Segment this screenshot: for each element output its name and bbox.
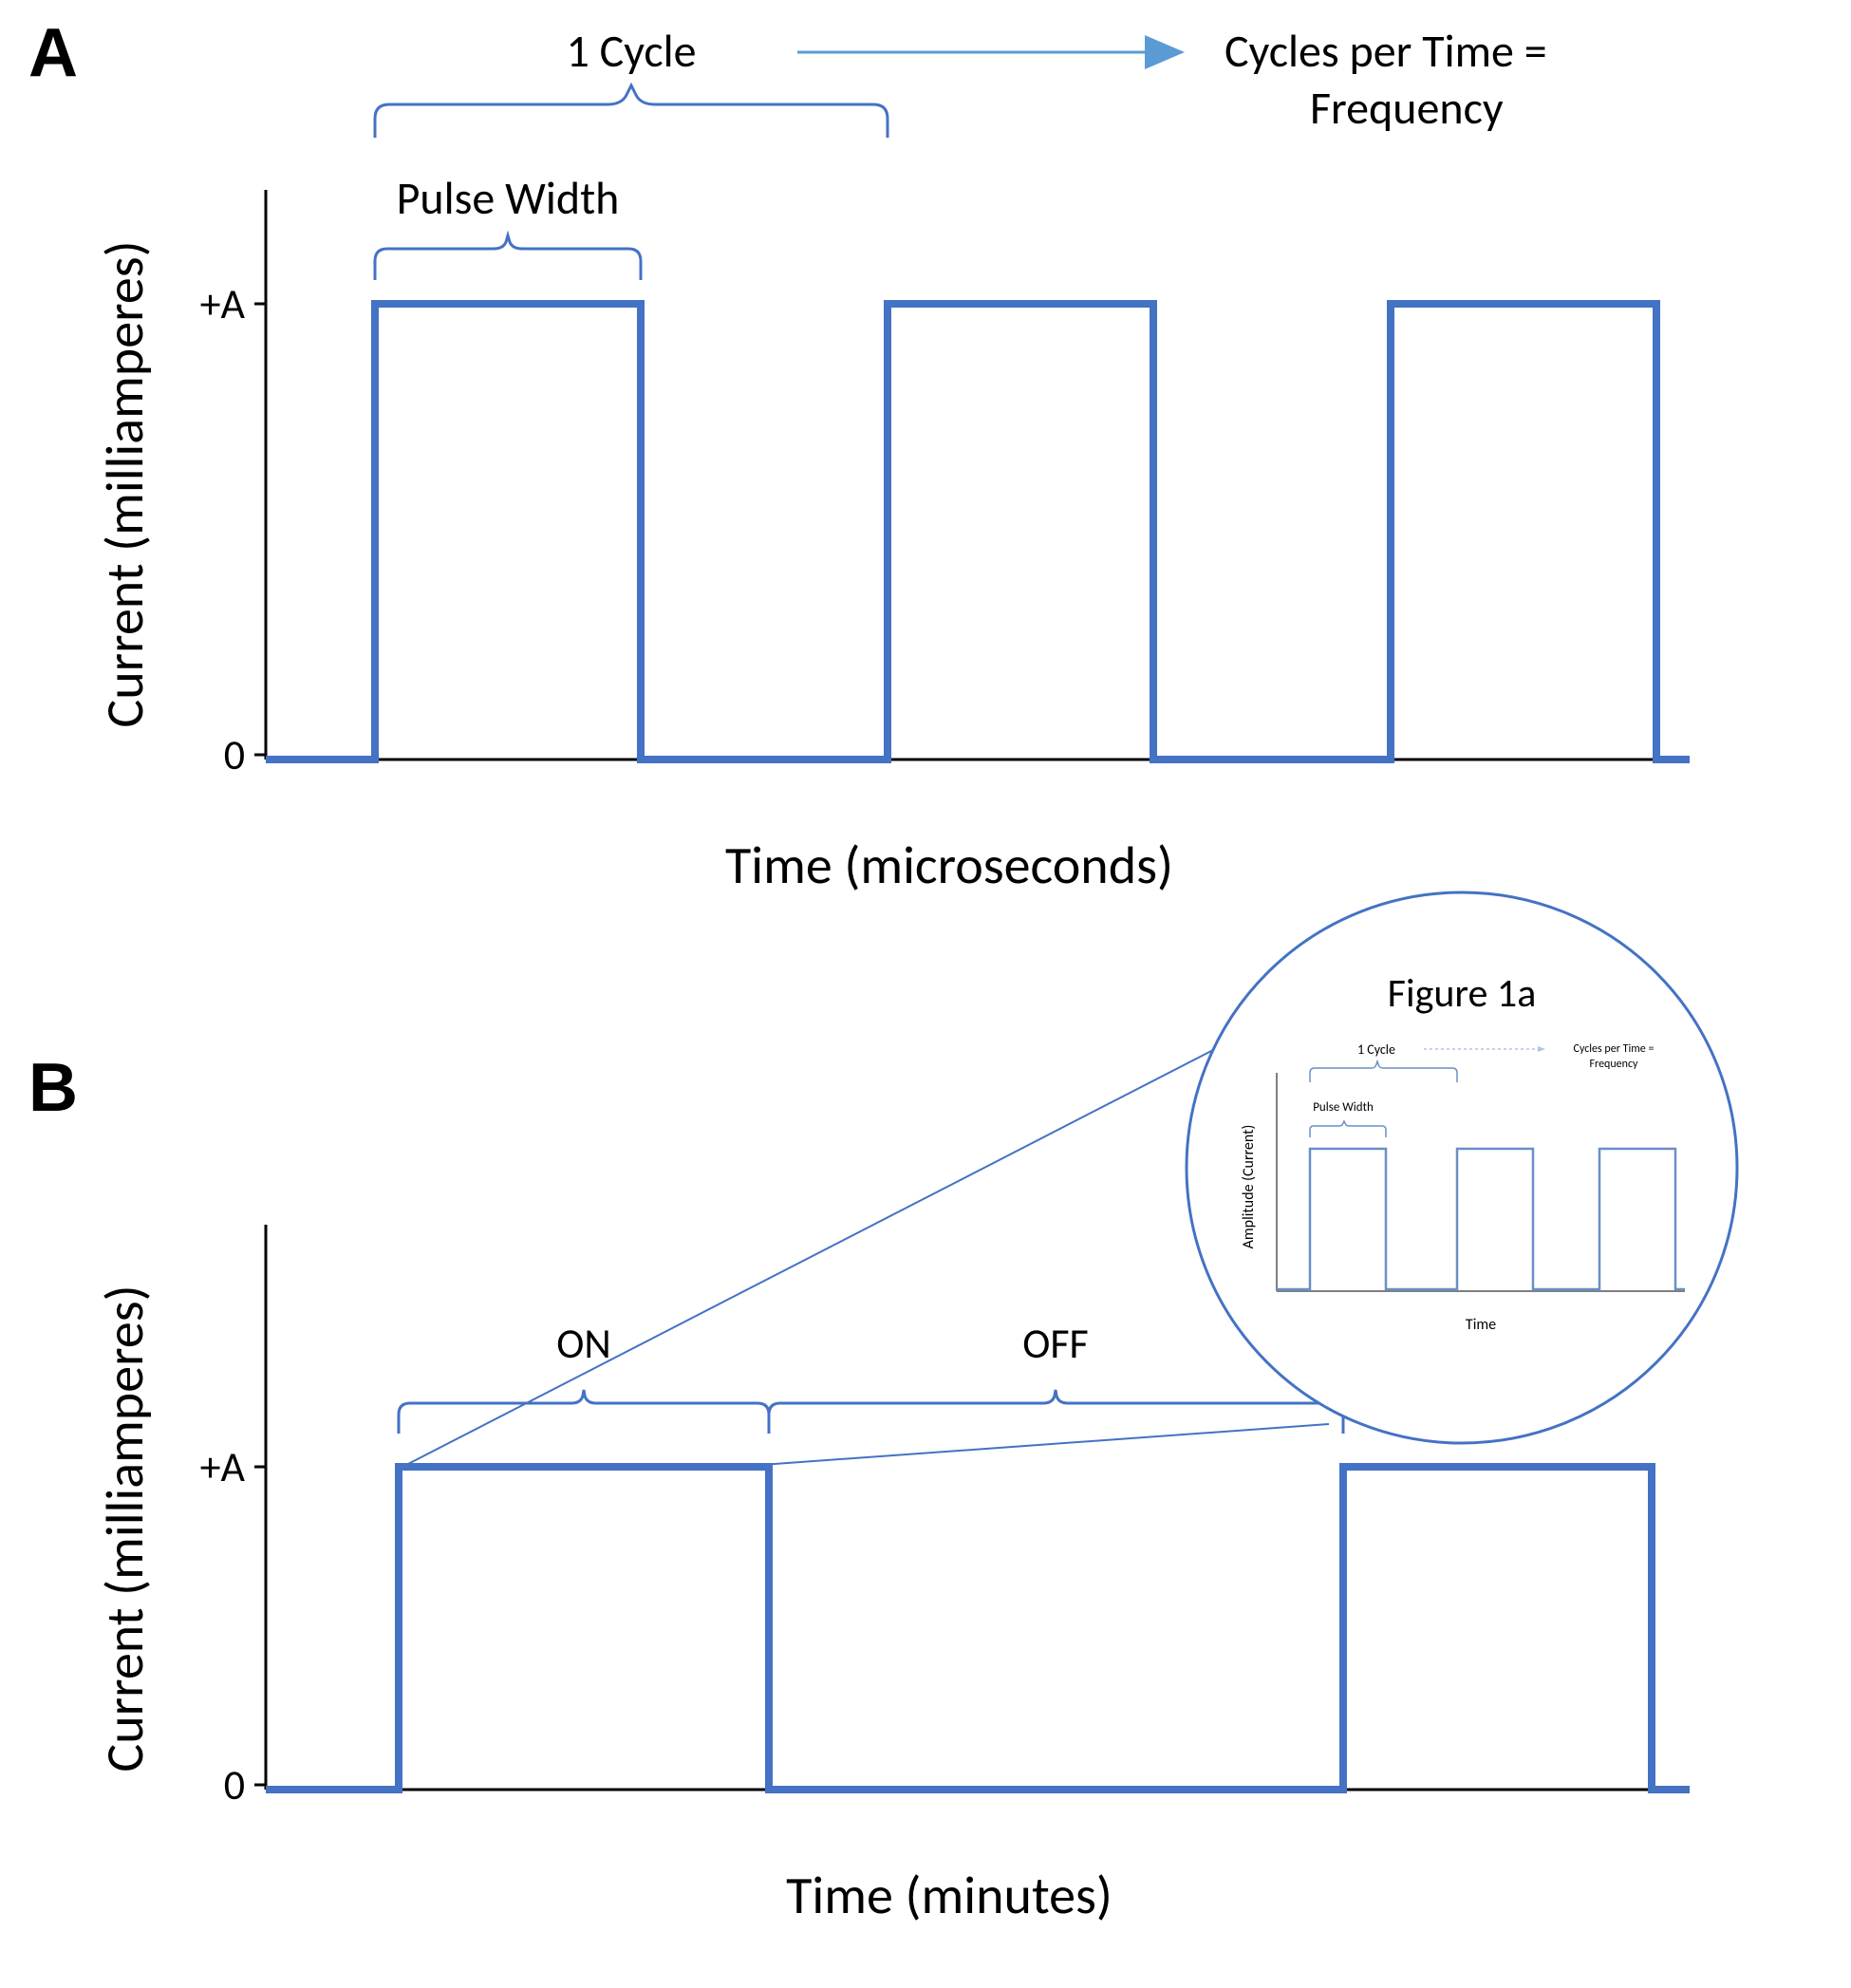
inset-freq-1: Cycles per Time = bbox=[1574, 1042, 1655, 1056]
panel-a-cycle-bracket bbox=[375, 85, 888, 138]
panel-a-label: A bbox=[28, 15, 78, 91]
panel-a-pulse-width-bracket bbox=[375, 235, 641, 280]
panel-b-x-axis-label: Time (minutes) bbox=[786, 1864, 1112, 1928]
figure-container: A +A 0 Current (milliamperes) Time (micr… bbox=[0, 0, 1851, 1988]
panel-a-pulse-width-label: Pulse Width bbox=[397, 170, 620, 226]
panel-b-off-label: OFF bbox=[1022, 1318, 1089, 1369]
panel-a-cycle-label: 1 Cycle bbox=[566, 23, 696, 79]
inset-callout-line-2 bbox=[761, 1424, 1329, 1465]
inset-y-axis-label: Amplitude (Current) bbox=[1240, 1125, 1258, 1249]
panel-b-y-axis-label: Current (milliamperes) bbox=[93, 1285, 158, 1772]
panel-a-y-axis-label: Current (milliamperes) bbox=[93, 240, 158, 727]
panel-a-freq-label-1: Cycles per Time = bbox=[1225, 23, 1547, 79]
panel-b-waveform bbox=[266, 1467, 1690, 1790]
panel-a-tick-label-zero: 0 bbox=[224, 729, 245, 780]
inset-cycle-label: 1 Cycle bbox=[1357, 1041, 1395, 1058]
panel-a-waveform bbox=[266, 304, 1690, 760]
panel-b-on-label: ON bbox=[556, 1318, 611, 1369]
inset-freq-2: Frequency bbox=[1590, 1058, 1638, 1071]
panel-b-tick-label-zero: 0 bbox=[224, 1759, 245, 1810]
panel-a-freq-label-2: Frequency bbox=[1310, 80, 1504, 136]
panel-b-on-bracket bbox=[399, 1390, 769, 1434]
panel-a-x-axis-label: Time (microseconds) bbox=[725, 834, 1173, 898]
panel-b-tick-label-plus-a: +A bbox=[200, 1441, 246, 1492]
panel-b-off-bracket bbox=[769, 1390, 1343, 1434]
inset-pulse-width-label: Pulse Width bbox=[1313, 1100, 1374, 1115]
inset-x-axis-label: Time bbox=[1466, 1316, 1496, 1334]
inset-title: Figure 1a bbox=[1388, 969, 1537, 1018]
panel-a-tick-label-plus-a: +A bbox=[200, 278, 246, 329]
panel-b-label: B bbox=[28, 1050, 78, 1126]
